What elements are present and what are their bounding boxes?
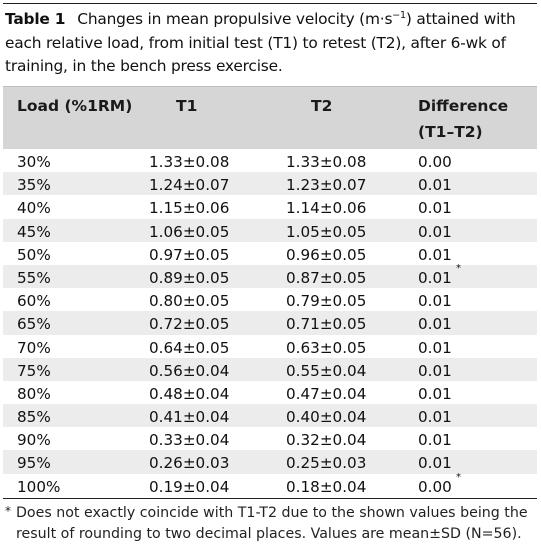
table-row: 60% 0.80±0.05 0.79±0.05 0.01 bbox=[3, 288, 537, 311]
cell-t2: 0.71±0.05 bbox=[286, 315, 367, 334]
cell-t2: 0.18±0.04 bbox=[286, 477, 367, 496]
cell-t2: 0.55±0.04 bbox=[286, 361, 367, 380]
cell-t1: 0.97±0.05 bbox=[149, 245, 230, 264]
cell-t2: 1.23±0.07 bbox=[286, 176, 367, 195]
cell-load: 95% bbox=[17, 454, 51, 473]
cell-t2: 0.47±0.04 bbox=[286, 384, 367, 403]
table-row: 45% 1.06±0.05 1.05±0.05 0.01 bbox=[3, 218, 537, 242]
table-row: 35% 1.24±0.07 1.23±0.07 0.01 bbox=[3, 172, 537, 196]
table-caption: Table 1 Changes in mean propulsive veloci… bbox=[5, 8, 535, 79]
table-row: 75% 0.56±0.04 0.55±0.04 0.01 bbox=[3, 357, 537, 381]
cell-difference: 0.00 bbox=[418, 477, 452, 496]
cell-t1: 0.26±0.03 bbox=[149, 454, 230, 473]
cell-t1: 1.24±0.07 bbox=[149, 176, 230, 195]
cell-t2: 0.63±0.05 bbox=[286, 338, 367, 357]
cell-t1: 1.33±0.08 bbox=[149, 153, 230, 171]
table-row: 65% 0.72±0.05 0.71±0.05 0.01 bbox=[3, 311, 537, 335]
cell-difference: 0.01 bbox=[418, 454, 452, 473]
footnote-text: Does not exactly coincide with T1-T2 due… bbox=[16, 505, 528, 542]
table-row: 70% 0.64±0.05 0.63±0.05 0.01 bbox=[3, 335, 537, 358]
cell-t1: 1.06±0.05 bbox=[149, 222, 230, 241]
table-row: 50% 0.97±0.05 0.96±0.05 0.01 bbox=[3, 242, 537, 265]
cell-t2: 0.87±0.05 bbox=[286, 268, 367, 287]
table-row: 95% 0.26±0.03 0.25±0.03 0.01 bbox=[3, 450, 537, 474]
cell-t2: 0.32±0.04 bbox=[286, 431, 367, 450]
caption-text-before: Changes in mean propulsive velocity (m·s bbox=[77, 10, 393, 28]
header-difference-sub: (T1–T2) bbox=[418, 123, 483, 141]
cell-load: 30% bbox=[17, 153, 51, 171]
cell-t1: 0.33±0.04 bbox=[149, 431, 230, 450]
cell-difference: 0.01 bbox=[418, 431, 452, 450]
cell-difference: 0.01 bbox=[418, 222, 452, 241]
cell-difference: 0.01 bbox=[418, 408, 452, 427]
data-table: Load (%1RM) T1 T2 Difference (T1–T2) 30%… bbox=[3, 86, 537, 497]
cell-difference: 0.01 bbox=[418, 292, 452, 311]
table-body: 30% 1.33±0.08 1.33±0.08 0.00 35% 1.24±0.07 1.2… bbox=[3, 149, 537, 497]
table-row: 80% 0.48±0.04 0.47±0.04 0.01 bbox=[3, 381, 537, 404]
caption-text-after: ) attained with each relative load, from… bbox=[5, 10, 516, 75]
cell-difference: 0.01 bbox=[418, 361, 452, 380]
cell-load: 55% bbox=[17, 268, 51, 287]
table-footnote: * Does not exactly coincide with T1-T2 d… bbox=[5, 503, 531, 545]
cell-t2: 1.05±0.05 bbox=[286, 222, 367, 241]
cell-t1: 0.48±0.04 bbox=[149, 384, 230, 403]
header-load: Load (%1RM) bbox=[17, 97, 133, 115]
cell-load: 45% bbox=[17, 222, 51, 241]
cell-difference: 0.00 bbox=[418, 153, 452, 171]
cell-load: 80% bbox=[17, 384, 51, 403]
cell-t2: 0.79±0.05 bbox=[286, 292, 367, 311]
cell-difference: 0.01 bbox=[418, 176, 452, 195]
cell-difference: 0.01 bbox=[418, 268, 452, 287]
table-row: 90% 0.33±0.04 0.32±0.04 0.01 bbox=[3, 427, 537, 450]
bottom-rule bbox=[3, 498, 537, 499]
cell-t1: 0.72±0.05 bbox=[149, 315, 230, 334]
cell-load: 60% bbox=[17, 292, 51, 311]
cell-load: 70% bbox=[17, 338, 51, 357]
cell-t1: 0.89±0.05 bbox=[149, 268, 230, 287]
cell-t1: 0.80±0.05 bbox=[149, 292, 230, 311]
cell-difference: 0.01 bbox=[418, 315, 452, 334]
header-t2: T2 bbox=[311, 97, 333, 115]
cell-load: 65% bbox=[17, 315, 51, 334]
cell-difference: 0.01 bbox=[418, 245, 452, 264]
table-row: 100% 0.19±0.04 0.18±0.04 0.00 * bbox=[17, 471, 461, 496]
caption-superscript: −1 bbox=[392, 10, 406, 21]
cell-t2: 1.14±0.06 bbox=[286, 199, 367, 218]
cell-load: 40% bbox=[17, 199, 51, 218]
top-rule bbox=[3, 3, 537, 4]
caption-label: Table 1 bbox=[5, 10, 66, 28]
table-header: Load (%1RM) T1 T2 Difference (T1–T2) bbox=[3, 86, 537, 149]
cell-t2: 1.33±0.08 bbox=[286, 153, 367, 171]
cell-difference: 0.01 bbox=[418, 199, 452, 218]
cell-t1: 0.19±0.04 bbox=[149, 477, 230, 496]
header-difference: Difference bbox=[418, 97, 509, 115]
cell-t1: 1.15±0.06 bbox=[149, 199, 230, 218]
cell-load: 85% bbox=[17, 408, 51, 427]
cell-load: 35% bbox=[17, 176, 51, 195]
header-t1: T1 bbox=[176, 97, 198, 115]
cell-difference: 0.01 bbox=[418, 384, 452, 403]
table-row: 85% 0.41±0.04 0.40±0.04 0.01 bbox=[3, 404, 537, 428]
table-row: 40% 1.15±0.06 1.14±0.06 0.01 bbox=[3, 195, 537, 218]
cell-load: 100% bbox=[17, 477, 61, 496]
cell-t2: 0.96±0.05 bbox=[286, 245, 367, 264]
cell-load: 50% bbox=[17, 245, 51, 264]
table-row: 30% 1.33±0.08 1.33±0.08 0.00 bbox=[3, 149, 537, 172]
cell-difference: 0.01 bbox=[418, 338, 452, 357]
cell-load: 75% bbox=[17, 361, 51, 380]
cell-t1: 0.64±0.05 bbox=[149, 338, 230, 357]
cell-t2: 0.40±0.04 bbox=[286, 408, 367, 427]
cell-t2: 0.25±0.03 bbox=[286, 454, 367, 473]
cell-load: 90% bbox=[17, 431, 51, 450]
cell-t1: 0.41±0.04 bbox=[149, 408, 230, 427]
footnote-mark: * bbox=[5, 504, 11, 518]
table-row: 55% 0.89±0.05 0.87±0.05 0.01 * bbox=[3, 263, 537, 289]
cell-t1: 0.56±0.04 bbox=[149, 361, 230, 380]
